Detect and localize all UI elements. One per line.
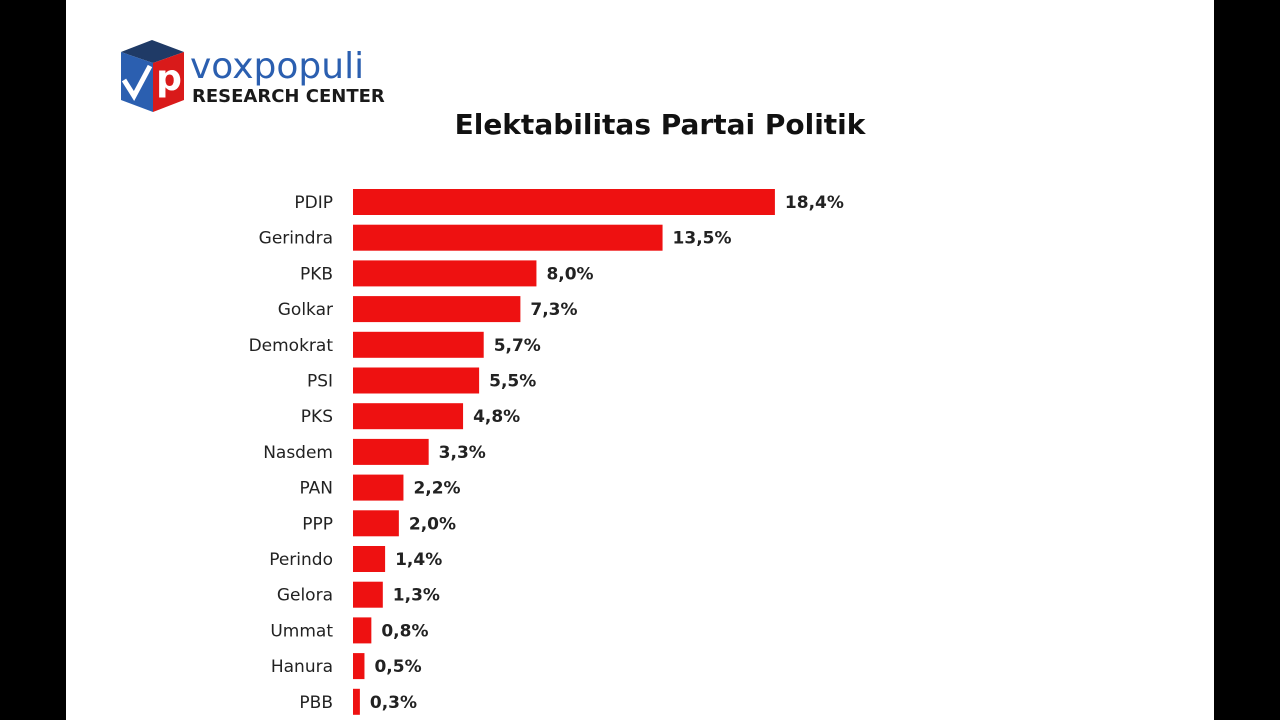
value-label: 8,0% — [546, 264, 593, 284]
value-label: 0,3% — [370, 693, 417, 713]
bar — [353, 189, 775, 215]
category-label: PSI — [307, 372, 333, 392]
bar — [353, 474, 404, 501]
category-label: PAN — [299, 479, 333, 499]
logo-brand: voxpopuli — [190, 46, 364, 87]
value-label: 5,7% — [494, 336, 541, 356]
value-label: 1,3% — [393, 586, 440, 606]
category-label: Golkar — [278, 300, 333, 320]
category-label: PBB — [299, 693, 333, 713]
logo-check — [121, 64, 153, 101]
canvas — [66, 0, 1214, 720]
value-label: 5,5% — [489, 372, 536, 392]
bar — [353, 260, 537, 287]
bar — [353, 546, 386, 572]
chart-title: Elektabilitas Partai Politik — [455, 108, 867, 141]
logo-cube-right — [153, 52, 184, 112]
value-label: 1,4% — [395, 550, 442, 570]
category-label: Nasdem — [263, 443, 333, 463]
value-label: 18,4% — [785, 193, 844, 213]
category-label: PPP — [302, 514, 333, 534]
bar — [353, 296, 521, 323]
bar — [353, 617, 372, 644]
bar — [353, 438, 429, 465]
value-label: 2,2% — [413, 479, 460, 499]
bar — [353, 653, 365, 680]
category-label: Gelora — [277, 586, 333, 606]
category-label: Ummat — [270, 621, 333, 641]
category-label: Perindo — [269, 550, 333, 570]
bar — [353, 581, 383, 608]
logo: p voxpopuli RESEARCH CENTER — [121, 40, 385, 112]
bar — [353, 688, 360, 715]
logo-cube-left — [121, 52, 153, 112]
logo-letter: p — [156, 58, 182, 99]
bar — [353, 224, 663, 251]
value-label: 0,5% — [374, 657, 421, 677]
category-label: PKS — [301, 407, 333, 427]
value-label: 4,8% — [473, 407, 520, 427]
bar — [353, 510, 399, 537]
category-label: Gerindra — [259, 229, 333, 249]
value-label: 13,5% — [673, 229, 732, 249]
category-label: PKB — [300, 264, 333, 284]
bar — [353, 331, 484, 358]
value-label: 7,3% — [530, 300, 577, 320]
category-label: Hanura — [271, 657, 333, 677]
logo-tagline: RESEARCH CENTER — [192, 86, 385, 107]
logo-cube-top — [121, 40, 184, 63]
category-label: Demokrat — [249, 336, 334, 356]
value-label: 0,8% — [381, 621, 428, 641]
value-label: 2,0% — [409, 514, 456, 534]
value-label: 3,3% — [439, 443, 486, 463]
category-label: PDIP — [294, 193, 333, 213]
bar — [353, 367, 480, 394]
bar — [353, 403, 464, 430]
